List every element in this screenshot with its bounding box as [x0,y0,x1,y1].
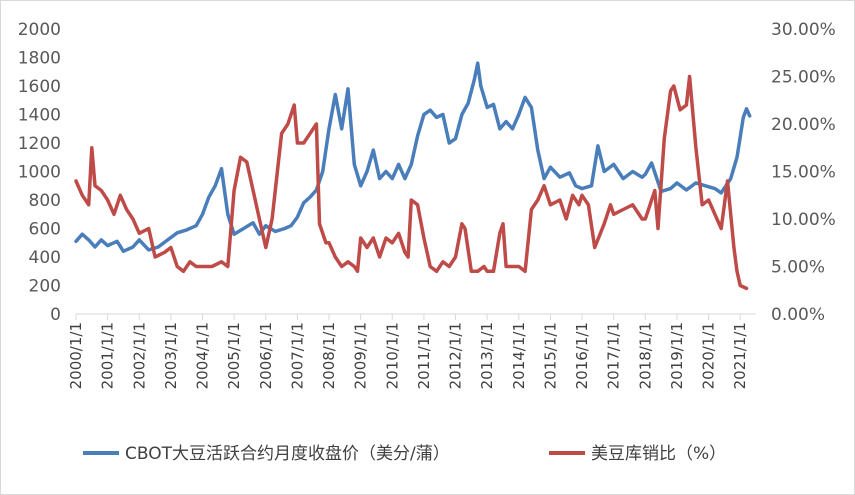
x-tick-label: 2007/1/1 [288,322,306,389]
series-line-ratio [74,74,749,291]
y-left-tick-label: 400 [29,248,61,268]
legend-label-ratio: 美豆库销比（%） [591,444,726,464]
x-tick-label: 2005/1/1 [225,322,243,389]
y-left-tick-label: 2000 [18,20,61,40]
y-right-tick-label: 25.00% [771,68,836,88]
x-tick-label: 2010/1/1 [383,322,401,389]
x-tick-label: 2014/1/1 [510,322,528,389]
x-tick-label: 2006/1/1 [257,322,275,389]
x-tick-label: 2017/1/1 [605,322,623,389]
x-tick-label: 2015/1/1 [541,322,559,389]
series-line-price [74,61,752,254]
legend: CBOT大豆活跃合约月度收盘价（美分/蒲） 美豆库销比（%） [83,444,726,464]
axes-layer: 0 200 400 600 800 1000 1200 1400 1600 1800 2000 0.0… [18,20,836,389]
x-tick-label: 2020/1/1 [700,322,718,389]
y-left-tick-label: 1800 [18,49,61,69]
y-left-tick-label: 200 [29,277,61,297]
y-left-tick-label: 1000 [18,163,61,183]
x-tick-label: 2001/1/1 [99,322,117,389]
y-left-tick-label: 1400 [18,106,61,126]
y-right-tick-label: 15.00% [771,163,836,183]
x-tick-label: 2018/1/1 [636,322,654,389]
y-left-tick-label: 0 [50,305,61,325]
x-tick-label: 2004/1/1 [194,322,212,389]
x-tick-label: 2008/1/1 [320,322,338,389]
x-tick-label: 2013/1/1 [478,322,496,389]
y-right-tick-label: 5.00% [771,258,825,278]
x-tick-label: 2000/1/1 [67,322,85,389]
x-tick-label: 2002/1/1 [130,322,148,389]
x-tick-label: 2011/1/1 [415,322,433,389]
y-left-tick-label: 600 [29,220,61,240]
x-tick-label: 2012/1/1 [447,322,465,389]
y-left-tick-label: 1200 [18,134,61,154]
x-tick-label: 2003/1/1 [162,322,180,389]
y-right-tick-label: 0.00% [771,305,825,325]
x-tick-label: 2019/1/1 [668,322,686,389]
y-right-tick-label: 30.00% [771,20,836,40]
y-right-tick-label: 10.00% [771,210,836,230]
y-right-tick-label: 20.00% [771,115,836,135]
x-tick-label: 2016/1/1 [573,322,591,389]
y-left-tick-label: 800 [29,191,61,211]
legend-label-price: CBOT大豆活跃合约月度收盘价（美分/蒲） [125,444,450,464]
y-left-tick-label: 1600 [18,77,61,97]
x-tick-label: 2021/1/1 [731,322,749,389]
x-tick-label: 2009/1/1 [352,322,370,389]
series-layer [74,61,752,291]
